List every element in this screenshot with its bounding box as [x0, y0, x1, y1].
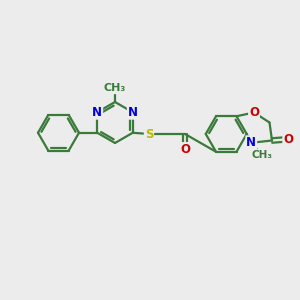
Text: O: O	[180, 143, 190, 156]
Text: N: N	[92, 106, 102, 119]
Text: N: N	[246, 136, 256, 149]
Text: S: S	[145, 128, 153, 140]
Text: CH₃: CH₃	[104, 83, 126, 93]
Text: CH₃: CH₃	[251, 150, 272, 160]
Text: O: O	[283, 133, 293, 146]
Text: N: N	[128, 106, 138, 119]
Text: O: O	[249, 106, 259, 119]
